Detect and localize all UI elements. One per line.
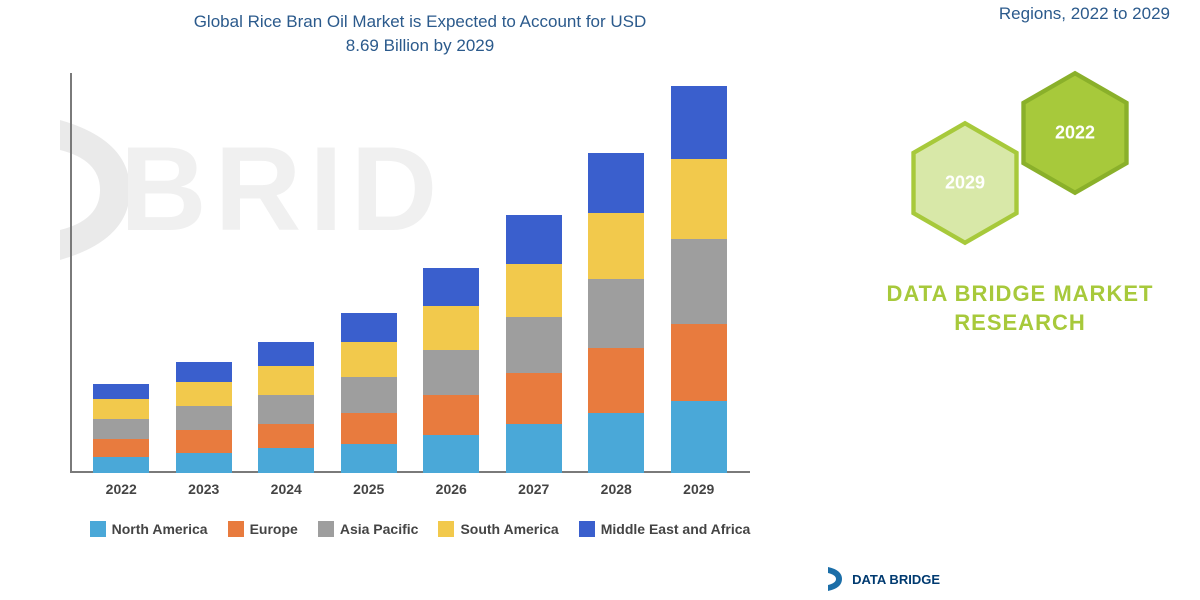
hexagon-2029: 2029 [910,120,1020,246]
legend-label: Middle East and Africa [601,521,751,537]
hex-label-2022: 2022 [1055,123,1095,144]
x-label: 2025 [341,475,397,503]
bar-segment [506,424,562,473]
legend-item: Middle East and Africa [579,521,751,537]
bar-segment [176,453,232,473]
bar-segment [506,373,562,424]
bar-segment [423,395,479,435]
chart-plot: 2022 2023 2024 2025 2026 2027 2028 2029 [70,73,770,503]
bar-2024 [258,342,314,473]
bar-segment [258,448,314,472]
chart-title: Global Rice Bran Oil Market is Expected … [40,0,800,63]
legend-swatch [90,521,106,537]
x-label: 2022 [93,475,149,503]
bar-2029 [671,86,727,472]
chart-container: Global Rice Bran Oil Market is Expected … [40,0,800,580]
bar-segment [341,377,397,413]
bar-segment [588,213,644,280]
bar-segment [423,350,479,394]
x-label: 2023 [176,475,232,503]
bar-2022 [93,384,149,473]
x-label: 2028 [588,475,644,503]
bar-segment [506,264,562,317]
x-label: 2027 [506,475,562,503]
bar-segment [671,159,727,239]
bar-segment [93,384,149,400]
bar-segment [341,342,397,378]
legend-item: South America [438,521,558,537]
legend-swatch [438,521,454,537]
bar-2028 [588,153,644,473]
x-label: 2024 [258,475,314,503]
legend-item: North America [90,521,208,537]
bar-segment [176,406,232,430]
bar-segment [341,413,397,444]
right-subtitle: Regions, 2022 to 2029 [999,4,1170,24]
brand-line2: RESEARCH [954,310,1085,335]
bar-2027 [506,215,562,473]
x-labels: 2022 2023 2024 2025 2026 2027 2028 2029 [70,475,750,503]
bar-segment [506,317,562,373]
bar-segment [588,348,644,412]
bar-segment [671,239,727,323]
legend-label: Asia Pacific [340,521,419,537]
bar-segment [93,419,149,439]
bar-segment [506,215,562,264]
legend-label: Europe [250,521,298,537]
bar-segment [341,313,397,342]
legend-item: Europe [228,521,298,537]
legend-swatch [579,521,595,537]
bar-segment [176,382,232,406]
hex-label-2029: 2029 [945,173,985,194]
brand-line1: DATA BRIDGE MARKET [887,281,1154,306]
bar-segment [258,424,314,448]
hexagon-graphic: 2029 2022 [900,70,1160,250]
legend-swatch [318,521,334,537]
bar-segment [93,457,149,473]
legend-label: South America [460,521,558,537]
bar-segment [423,306,479,350]
bar-segment [671,401,727,472]
bar-segment [93,439,149,457]
legend-label: North America [112,521,208,537]
bar-segment [588,153,644,213]
bar-segment [176,430,232,452]
bar-segment [176,362,232,382]
bar-segment [341,444,397,473]
chart-title-line2: 8.69 Billion by 2029 [346,36,494,55]
chart-legend: North America Europe Asia Pacific South Ame… [40,521,800,537]
bar-2023 [176,362,232,473]
bar-segment [258,366,314,395]
bar-segment [588,279,644,348]
bar-segment [258,342,314,366]
bar-segment [423,435,479,473]
bar-segment [671,324,727,402]
bar-segment [258,395,314,424]
chart-title-line1: Global Rice Bran Oil Market is Expected … [194,12,647,31]
bar-2026 [423,268,479,472]
legend-item: Asia Pacific [318,521,419,537]
legend-swatch [228,521,244,537]
x-label: 2026 [423,475,479,503]
x-label: 2029 [671,475,727,503]
bar-2025 [341,313,397,473]
bar-segment [423,268,479,306]
hexagon-2022: 2022 [1020,70,1130,196]
bars-area [70,73,750,473]
bar-segment [93,399,149,419]
bar-segment [671,86,727,159]
brand-text: DATA BRIDGE MARKET RESEARCH [880,280,1160,337]
right-panel: Regions, 2022 to 2029 2029 2022 DATA BRI… [840,0,1200,600]
bar-segment [588,413,644,473]
